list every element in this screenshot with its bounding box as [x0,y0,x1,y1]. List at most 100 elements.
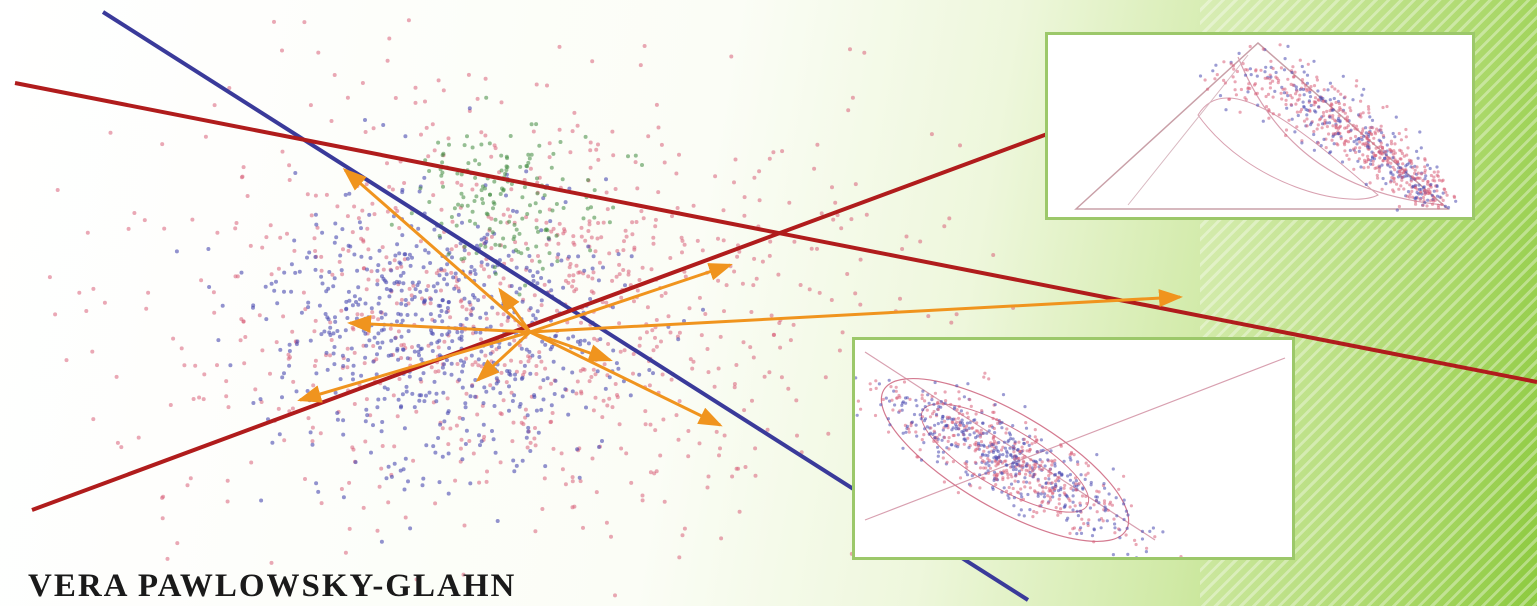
ellipse-point [1036,494,1040,498]
scatter-point [750,398,754,403]
scatter-point [146,290,151,295]
ternary-point [1394,115,1398,119]
scatter-point [162,226,167,231]
scatter-point [370,201,375,206]
scatter-point [567,273,572,278]
scatter-point [540,266,545,271]
scatter-point [411,458,416,463]
scatter-point [282,438,287,443]
scatter-point [460,416,465,421]
scatter-point [470,209,475,214]
scatter-point [483,353,488,358]
ellipse-point [1087,518,1091,522]
ternary-point [1436,203,1440,207]
scatter-point [289,289,294,294]
scatter-point [603,386,608,391]
scatter-point [549,229,554,234]
scatter-point [501,236,506,241]
scatter-point [680,250,684,255]
scatter-point [360,81,365,85]
scatter-point [654,102,659,107]
scatter-point [396,311,401,316]
scatter-point [578,479,583,484]
scatter-point [457,415,462,420]
scatter-point [280,48,284,53]
scatter-point [494,376,499,381]
scatter-point [509,182,514,186]
scatter-point [212,310,217,315]
scatter-point [504,168,509,172]
scatter-point [551,226,556,231]
scatter-point [379,466,384,471]
scatter-point [570,389,575,394]
scatter-point [554,233,559,238]
ellipse-point [920,393,924,397]
scatter-point [174,249,179,254]
ternary-point [1291,75,1296,79]
scatter-point [345,365,350,370]
scatter-point [356,216,361,221]
scatter-point [531,278,536,283]
scatter-point [483,244,488,249]
scatter-point [168,403,173,407]
scatter-point [272,288,277,293]
ellipse-point [922,433,926,437]
scatter-point [448,426,453,431]
ternary-point [1399,138,1403,142]
scatter-point [475,243,479,248]
scatter-point [547,251,552,256]
scatter-point [452,286,457,291]
ellipse-point [890,398,894,402]
ellipse-point [1097,518,1101,522]
scatter-point [592,336,597,341]
ternary-point [1260,87,1264,91]
scatter-point [559,258,564,263]
ellipse-point [936,400,940,404]
ternary-point [1357,149,1361,153]
ternary-point [1231,64,1235,68]
ternary-point [1301,87,1305,92]
ternary-point [1222,60,1226,64]
scatter-point [653,217,658,222]
scatter-point [514,209,519,214]
ellipse-point [1124,509,1128,513]
ellipse-plot-inset [852,337,1295,560]
ellipse-point [1092,540,1096,544]
scatter-point [436,140,441,145]
ternary-point [1300,78,1305,82]
scatter-point [579,234,584,239]
scatter-point [245,194,250,198]
ellipse-point [976,447,980,451]
scatter-point [767,370,772,375]
scatter-point [307,250,312,255]
ternary-point [1218,94,1223,98]
ellipse-point [990,443,994,447]
scatter-point [858,257,863,262]
scatter-point [53,312,58,317]
scatter-point [849,217,854,222]
ellipse-point [983,371,987,375]
ellipse-point [958,476,963,480]
scatter-point [557,127,562,132]
ternary-point [1392,177,1396,181]
ternary-point [1435,165,1439,169]
scatter-point [570,479,575,484]
scatter-point [446,252,451,257]
scatter-point [623,228,628,233]
scatter-point [428,261,433,265]
ellipse-point [1071,500,1075,504]
ellipse-point [1035,450,1039,454]
scatter-point [530,258,534,263]
ternary-point [1352,140,1356,144]
scatter-point [949,320,954,325]
scatter-point [638,336,643,341]
scatter-point [316,489,321,494]
ternary-point [1428,191,1432,195]
scatter-point [517,292,522,297]
ellipse-point [1031,475,1035,479]
scatter-point [361,239,366,244]
ellipse-point [923,427,927,431]
scatter-point [343,550,348,555]
ternary-point [1441,198,1445,202]
ellipse-point [1009,492,1013,496]
